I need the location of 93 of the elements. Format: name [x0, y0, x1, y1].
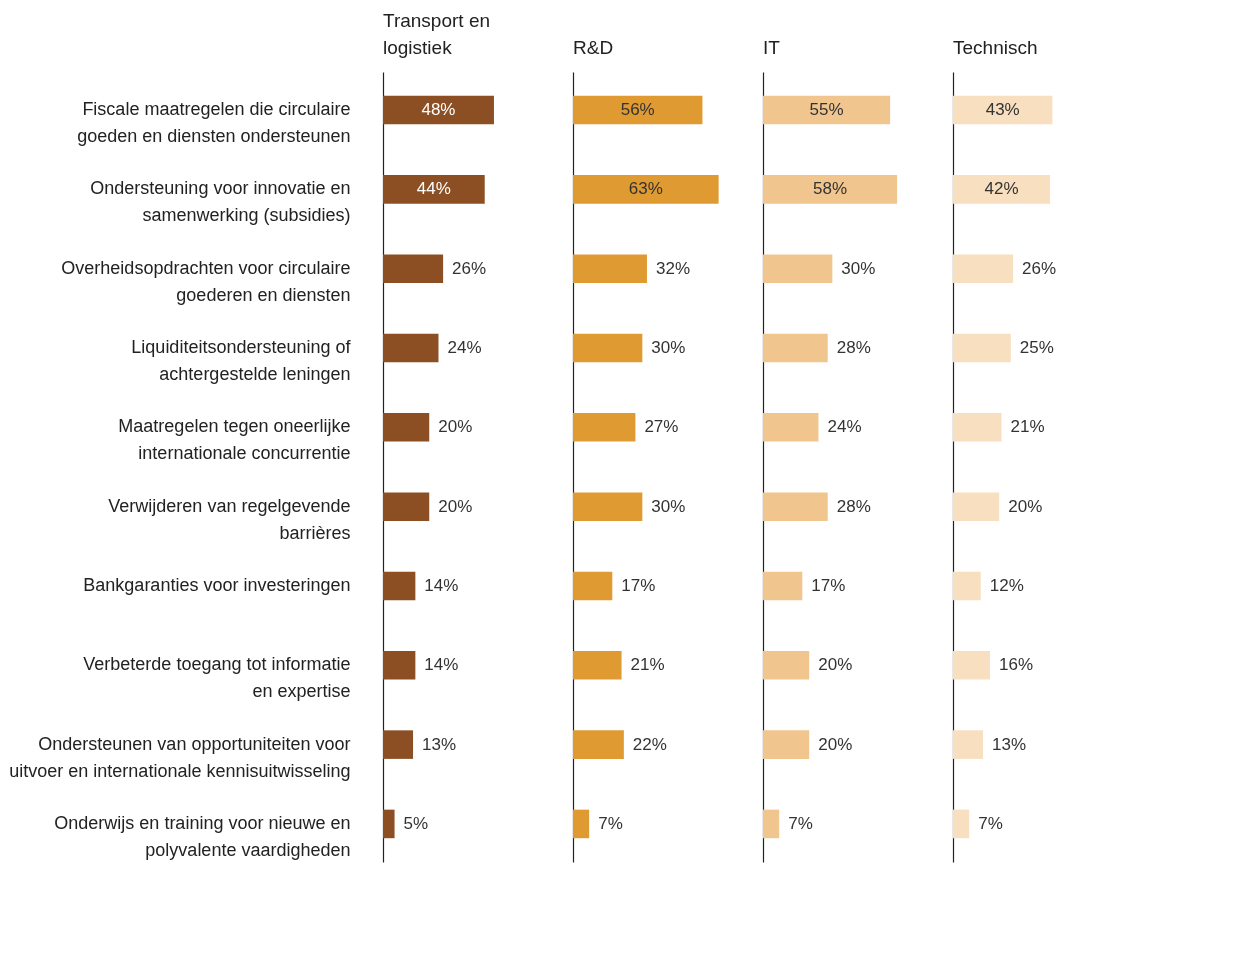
- data-label: 26%: [452, 258, 487, 278]
- data-label: 14%: [424, 575, 459, 595]
- bar: [383, 175, 485, 204]
- y-tick-label: Overheidsopdrachten voor circulaire goederen en diensten: [61, 257, 351, 305]
- bar: [573, 254, 647, 283]
- data-label: 20%: [818, 655, 853, 675]
- bar: [383, 492, 430, 521]
- data-label: 12%: [989, 575, 1024, 595]
- data-label: 48%: [421, 100, 456, 120]
- data-label: 21%: [630, 655, 665, 675]
- data-label: 58%: [813, 179, 848, 199]
- y-tick-label: Verwijderen van regelgevende barrières: [108, 495, 351, 543]
- bar: [573, 413, 636, 442]
- bar: [383, 254, 444, 283]
- bar: [953, 175, 1051, 204]
- bar: [383, 651, 416, 680]
- bar: [763, 175, 898, 204]
- data-label: 26%: [1022, 258, 1057, 278]
- data-label: 16%: [998, 655, 1034, 675]
- bar: [763, 730, 810, 759]
- bar: [763, 571, 803, 601]
- data-label: 24%: [827, 417, 862, 437]
- data-label: 22%: [632, 734, 667, 754]
- bar: [383, 95, 494, 125]
- data-label: 43%: [985, 100, 1020, 120]
- bar: [383, 809, 395, 839]
- bar: [573, 95, 703, 125]
- bar: [573, 651, 622, 680]
- data-label: 28%: [836, 496, 871, 516]
- bar: [953, 333, 1011, 363]
- y-tick-label: Ondersteunen van opportuniteiten voor uitvoer en internationale kennisuitwisseling: [9, 733, 351, 781]
- chart-title: Technisch: [953, 37, 1038, 58]
- bar: [383, 333, 439, 363]
- bar: [383, 413, 430, 442]
- bar: [763, 492, 828, 521]
- data-label: 25%: [1019, 338, 1054, 358]
- bar: [953, 809, 970, 839]
- bar: [953, 730, 984, 759]
- bar: [573, 175, 719, 204]
- data-label: 20%: [438, 496, 473, 516]
- bar: [953, 254, 1014, 283]
- bar: [763, 254, 833, 283]
- y-tick-label: Maatregelen tegen oneerlijke internationale concurrentie: [118, 416, 351, 464]
- data-label: 24%: [447, 338, 482, 358]
- data-label: 44%: [416, 179, 451, 199]
- data-label: 55%: [809, 100, 844, 120]
- bar: [953, 571, 981, 601]
- data-label: 13%: [422, 734, 457, 754]
- bar: [953, 413, 1002, 442]
- data-label: 5%: [403, 813, 429, 833]
- y-tick-label: Onderwijs en training voor nieuwe en polyvalente vaardigheden: [54, 812, 351, 860]
- bar: [763, 95, 891, 125]
- data-label: 13%: [992, 734, 1027, 754]
- bar: [953, 651, 990, 680]
- bar: [763, 333, 828, 363]
- data-label: 27%: [644, 417, 679, 437]
- bar: [763, 809, 780, 839]
- data-label: 56%: [620, 100, 655, 120]
- data-label: 14%: [424, 655, 459, 675]
- data-label: 32%: [655, 258, 690, 278]
- bar: [953, 492, 1000, 521]
- chart-title: IT: [763, 37, 781, 58]
- y-tick-label: Ondersteuning voor innovatie en samenwerking (subsidies): [90, 178, 351, 226]
- data-label: 7%: [978, 813, 1003, 833]
- data-label: 30%: [651, 496, 686, 516]
- data-label: 7%: [788, 813, 813, 833]
- data-label: 30%: [651, 338, 686, 358]
- bar: [573, 809, 590, 839]
- data-label: 30%: [841, 258, 876, 278]
- y-tick-label: Verbeterde toegang tot informatie en expertise: [83, 654, 351, 702]
- bar: [383, 730, 414, 759]
- data-label: 20%: [818, 734, 853, 754]
- y-tick-label: Bankgaranties voor investeringen: [83, 574, 351, 595]
- data-label: 20%: [438, 417, 473, 437]
- chart-title: R&D: [573, 37, 614, 58]
- data-label: 7%: [598, 813, 623, 833]
- data-label: 20%: [1008, 496, 1043, 516]
- y-tick-label: Liquiditeitsondersteuning of achtergestelde leningen: [131, 337, 352, 385]
- bar: [573, 571, 613, 601]
- bar: [763, 413, 819, 442]
- data-label: 17%: [621, 575, 656, 595]
- data-label: 17%: [811, 575, 846, 595]
- data-label: 63%: [628, 179, 663, 199]
- bar: [573, 730, 624, 759]
- bar: [573, 492, 643, 521]
- y-tick-label: Fiscale maatregelen die circulaire goeden en diensten ondersteunen: [77, 99, 351, 147]
- data-label: 21%: [1010, 417, 1045, 437]
- data-label: 28%: [836, 338, 871, 358]
- bar: [763, 651, 810, 680]
- bar: [383, 571, 416, 601]
- data-label: 42%: [984, 179, 1019, 199]
- bar: [573, 333, 643, 363]
- chart-title: Transport en logistiek: [383, 10, 491, 58]
